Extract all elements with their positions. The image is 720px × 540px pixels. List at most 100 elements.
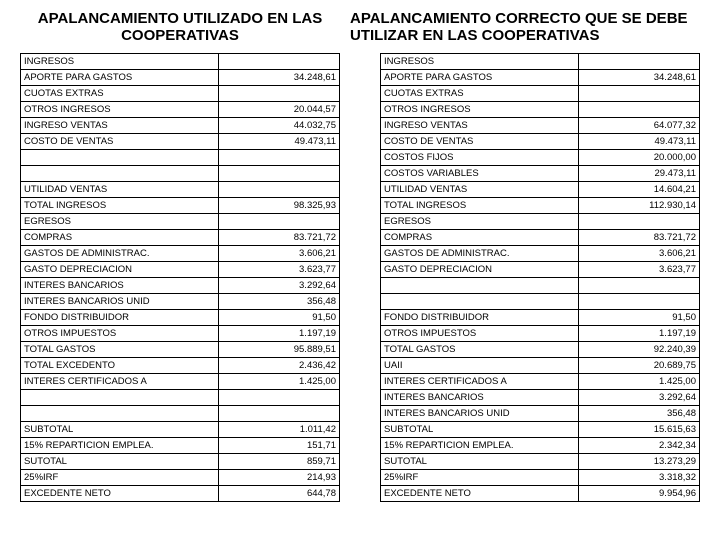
table-row: INTERES BANCARIOS3.292,64 <box>381 389 700 405</box>
cell-label <box>381 277 579 293</box>
table-row <box>21 389 340 405</box>
cell-label: EGRESOS <box>381 213 579 229</box>
table-row: TOTAL GASTOS92.240,39 <box>381 341 700 357</box>
right-table-wrap: INGRESOSAPORTE PARA GASTOS34.248,61CUOTA… <box>380 53 700 502</box>
table-row: GASTOS DE ADMINISTRAC.3.606,21 <box>21 245 340 261</box>
table-row <box>21 149 340 165</box>
cell-value: 3.623,77 <box>578 261 699 277</box>
cell-value: 112.930,14 <box>578 197 699 213</box>
table-row: 15% REPARTICION EMPLEA.2.342,34 <box>381 437 700 453</box>
table-row: TOTAL GASTOS95.889,51 <box>21 341 340 357</box>
left-table: INGRESOSAPORTE PARA GASTOS34.248,61CUOTA… <box>20 53 340 502</box>
cell-label: INTERES BANCARIOS UNID <box>381 405 579 421</box>
table-row <box>381 277 700 293</box>
table-row: INGRESOS <box>381 53 700 69</box>
cell-label: COSTO DE VENTAS <box>381 133 579 149</box>
cell-label: INTERES BANCARIOS UNID <box>21 293 219 309</box>
tables-row: INGRESOSAPORTE PARA GASTOS34.248,61CUOTA… <box>20 53 700 502</box>
cell-label: OTROS IMPUESTOS <box>21 325 219 341</box>
cell-label: 15% REPARTICION EMPLEA. <box>21 437 219 453</box>
cell-label: SUBTOTAL <box>381 421 579 437</box>
cell-value: 1.011,42 <box>218 421 339 437</box>
table-row: EGRESOS <box>21 213 340 229</box>
cell-value: 49.473,11 <box>578 133 699 149</box>
cell-label: COSTO DE VENTAS <box>21 133 219 149</box>
cell-value: 1.425,00 <box>218 373 339 389</box>
cell-value <box>578 53 699 69</box>
cell-value: 83.721,72 <box>578 229 699 245</box>
cell-value: 644,78 <box>218 485 339 501</box>
cell-label: SUTOTAL <box>21 453 219 469</box>
table-row: COSTOS VARIABLES29.473,11 <box>381 165 700 181</box>
cell-label: OTROS INGRESOS <box>21 101 219 117</box>
table-row: COSTOS FIJOS20.000,00 <box>381 149 700 165</box>
cell-label: FONDO DISTRIBUIDOR <box>21 309 219 325</box>
title-left: APALANCAMIENTO UTILIZADO EN LAS COOPERAT… <box>20 10 340 45</box>
title-right: APALANCAMIENTO CORRECTO QUE SE DEBE UTIL… <box>350 10 700 45</box>
cell-value: 34.248,61 <box>218 69 339 85</box>
table-row: INTERES BANCARIOS UNID356,48 <box>381 405 700 421</box>
cell-value: 91,50 <box>218 309 339 325</box>
cell-value <box>218 389 339 405</box>
table-row: CUOTAS EXTRAS <box>381 85 700 101</box>
table-row: FONDO DISTRIBUIDOR91,50 <box>21 309 340 325</box>
left-table-wrap: INGRESOSAPORTE PARA GASTOS34.248,61CUOTA… <box>20 53 340 502</box>
table-row: SUBTOTAL15.615,63 <box>381 421 700 437</box>
cell-value: 20.000,00 <box>578 149 699 165</box>
cell-value: 2.436,42 <box>218 357 339 373</box>
cell-label: INTERES BANCARIOS <box>381 389 579 405</box>
table-row: 15% REPARTICION EMPLEA.151,71 <box>21 437 340 453</box>
table-row: TOTAL INGRESOS98.325,93 <box>21 197 340 213</box>
cell-value: 34.248,61 <box>578 69 699 85</box>
cell-value: 3.318,32 <box>578 469 699 485</box>
cell-value: 356,48 <box>578 405 699 421</box>
cell-label: TOTAL GASTOS <box>21 341 219 357</box>
cell-label: COMPRAS <box>381 229 579 245</box>
cell-value: 98.325,93 <box>218 197 339 213</box>
table-row: INTERES CERTIFICADOS A1.425,00 <box>381 373 700 389</box>
cell-value <box>218 53 339 69</box>
cell-value: 356,48 <box>218 293 339 309</box>
table-row: SUTOTAL13.273,29 <box>381 453 700 469</box>
table-row: TOTAL INGRESOS112.930,14 <box>381 197 700 213</box>
cell-value <box>218 165 339 181</box>
cell-value: 859,71 <box>218 453 339 469</box>
cell-value: 64.077,32 <box>578 117 699 133</box>
table-row: FONDO DISTRIBUIDOR91,50 <box>381 309 700 325</box>
cell-value <box>218 213 339 229</box>
right-table: INGRESOSAPORTE PARA GASTOS34.248,61CUOTA… <box>380 53 700 502</box>
table-row: SUTOTAL859,71 <box>21 453 340 469</box>
table-row: 25%IRF3.318,32 <box>381 469 700 485</box>
table-row: INGRESO VENTAS64.077,32 <box>381 117 700 133</box>
cell-value <box>578 101 699 117</box>
cell-value: 49.473,11 <box>218 133 339 149</box>
table-row: GASTO DEPRECIACION3.623,77 <box>21 261 340 277</box>
table-row: OTROS INGRESOS20.044,57 <box>21 101 340 117</box>
cell-value <box>218 85 339 101</box>
cell-label <box>21 165 219 181</box>
table-row: INGRESOS <box>21 53 340 69</box>
cell-value: 1.425,00 <box>578 373 699 389</box>
table-row: COMPRAS83.721,72 <box>381 229 700 245</box>
cell-label <box>21 405 219 421</box>
cell-value <box>218 149 339 165</box>
cell-value: 3.292,64 <box>578 389 699 405</box>
cell-value: 83.721,72 <box>218 229 339 245</box>
cell-label <box>21 149 219 165</box>
table-row: UAII20.689,75 <box>381 357 700 373</box>
table-row: EXCEDENTE NETO644,78 <box>21 485 340 501</box>
cell-label: TOTAL INGRESOS <box>21 197 219 213</box>
table-row: OTROS INGRESOS <box>381 101 700 117</box>
cell-label: EXCEDENTE NETO <box>381 485 579 501</box>
cell-label: COMPRAS <box>21 229 219 245</box>
cell-value <box>218 405 339 421</box>
cell-value: 20.044,57 <box>218 101 339 117</box>
table-row: TOTAL EXCEDENTO2.436,42 <box>21 357 340 373</box>
cell-label: INTERES CERTIFICADOS A <box>21 373 219 389</box>
cell-label: FONDO DISTRIBUIDOR <box>381 309 579 325</box>
cell-value <box>578 277 699 293</box>
cell-label: 25%IRF <box>21 469 219 485</box>
cell-value <box>578 293 699 309</box>
cell-label: EGRESOS <box>21 213 219 229</box>
cell-label: CUOTAS EXTRAS <box>21 85 219 101</box>
